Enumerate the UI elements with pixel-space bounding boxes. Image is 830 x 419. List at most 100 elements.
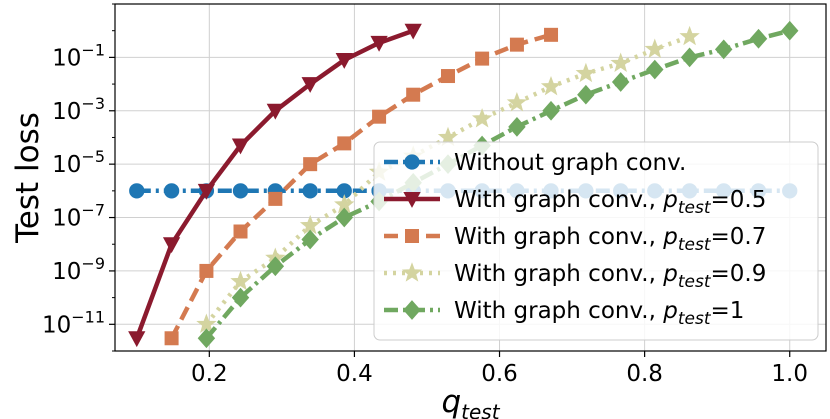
x-axis: 0.2 0.4 0.6 0.8 1.0: [191, 351, 808, 387]
data-point: [231, 287, 250, 308]
legend-label-text: Without graph conv.: [454, 150, 686, 176]
data-point: [232, 183, 249, 199]
data-point: [372, 109, 387, 124]
y-tick-label-base: 10: [52, 206, 81, 232]
legend-marker: [405, 229, 419, 243]
y-tick-label-base: 10: [52, 259, 81, 285]
legend-entry: With graph conv., ptest=0.9: [384, 261, 766, 292]
legend-label-text: With graph conv.,: [454, 298, 663, 324]
data-point: [509, 37, 524, 52]
x-tick-label: 1.0: [771, 361, 808, 387]
data-point: [162, 237, 181, 254]
legend: Without graph conv.With graph conv., pte…: [373, 141, 819, 341]
legend-entry: With graph conv., ptest=0.5: [384, 187, 766, 218]
legend-label: With graph conv., ptest=0.9: [454, 261, 766, 292]
data-point: [780, 20, 799, 41]
legend-label-value: =1: [711, 298, 745, 324]
data-point: [129, 183, 145, 199]
legend-marker: [403, 300, 421, 320]
data-point: [508, 116, 526, 137]
data-point: [302, 183, 318, 199]
data-point: [233, 224, 248, 239]
data-point: [301, 229, 319, 250]
legend-entry: Without graph conv.: [384, 150, 686, 176]
y-tick-label-exponent: −7: [81, 201, 105, 220]
x-axis-label: qtest: [441, 384, 500, 419]
data-point: [128, 331, 146, 348]
x-tick-label: 0.4: [336, 361, 373, 387]
data-point: [266, 256, 285, 277]
legend-label-subscript: test: [678, 272, 712, 292]
data-point: [406, 87, 421, 102]
legend-label: With graph conv., ptest=0.5: [454, 187, 766, 218]
data-point: [714, 39, 733, 60]
legend-label: With graph conv., ptest=1: [454, 298, 744, 329]
data-point: [437, 126, 459, 147]
data-point: [680, 47, 699, 68]
y-tick-label-exponent: −3: [81, 94, 105, 113]
data-point: [335, 207, 353, 228]
legend-marker: [403, 192, 421, 208]
legend-label: Without graph conv.: [454, 150, 686, 176]
legend-label-text: With graph conv.,: [454, 187, 663, 213]
x-tick-label: 0.6: [481, 361, 518, 387]
data-point: [197, 328, 216, 349]
legend-label-subscript: test: [678, 235, 712, 255]
data-point: [230, 270, 251, 291]
y-tick-label: 10−3: [52, 94, 105, 125]
data-point: [299, 214, 321, 235]
legend-label-symbol: p: [662, 224, 678, 250]
data-point: [644, 38, 665, 59]
legend-label: With graph conv., ptest=0.7: [454, 224, 766, 255]
data-point: [610, 52, 631, 72]
legend-marker: [404, 154, 420, 170]
y-tick-label-exponent: −1: [81, 40, 105, 59]
legend-marker: [401, 262, 423, 282]
legend-label-subscript: test: [678, 309, 712, 329]
data-point: [303, 157, 318, 172]
x-axis-label-base: q: [441, 384, 461, 419]
x-tick-label: 0.8: [626, 361, 663, 387]
plot-frame: [114, 3, 827, 352]
data-point: [611, 72, 630, 92]
y-tick-label: 10−1: [52, 40, 105, 71]
y-tick-label-base: 10: [52, 152, 81, 178]
data-point: [542, 100, 560, 121]
series-layer: [128, 20, 799, 349]
data-point: [266, 103, 284, 120]
legend-label-symbol: p: [662, 298, 678, 324]
y-tick-label: 10−5: [52, 147, 105, 178]
y-tick-label-base: 10: [52, 99, 81, 125]
data-point: [575, 62, 597, 83]
data-point: [679, 25, 700, 46]
series-1: [128, 23, 422, 348]
data-point: [337, 136, 352, 151]
y-tick-label-exponent: −9: [81, 254, 105, 273]
data-point: [506, 91, 528, 112]
legend-label-symbol: p: [662, 261, 678, 287]
data-point: [301, 77, 319, 93]
legend-label-value: =0.7: [711, 224, 767, 250]
legend-entry: With graph conv., ptest=0.7: [384, 224, 766, 255]
data-point: [475, 51, 490, 66]
y-axis-label: Test loss: [10, 112, 46, 244]
legend-label-text: With graph conv.,: [454, 224, 663, 250]
data-point: [231, 138, 250, 155]
legend-entry: With graph conv., ptest=1: [384, 298, 744, 329]
data-point: [370, 35, 388, 52]
data-point: [163, 183, 180, 199]
y-tick-label-exponent: −11: [71, 307, 105, 326]
data-point: [164, 331, 179, 346]
y-tick-label: 10−11: [42, 307, 105, 338]
y-tick-label: 10−9: [52, 254, 105, 285]
data-point: [197, 183, 216, 200]
y-tick-label-base: 10: [42, 312, 71, 338]
data-point: [471, 108, 493, 128]
data-point: [577, 84, 595, 105]
legend-label-value: =0.5: [711, 187, 767, 213]
series-2: [164, 27, 559, 346]
x-tick-label: 0.2: [191, 361, 228, 387]
